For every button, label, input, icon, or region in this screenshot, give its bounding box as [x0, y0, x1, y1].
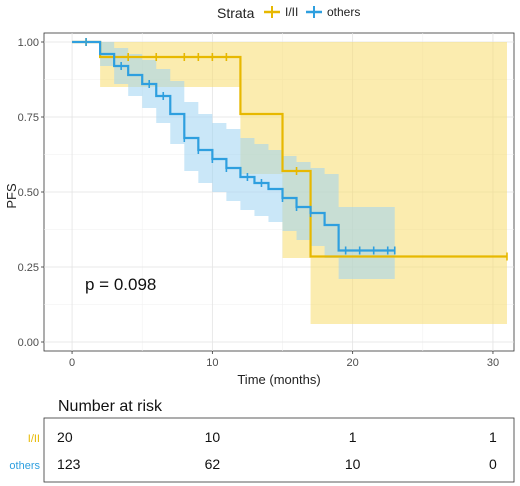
- y-tick-label: 0.25: [18, 262, 39, 274]
- axis-ticks: 0.00 0.25 0.50 0.75 1.00 0 10 20 30: [18, 37, 500, 369]
- censor-marks: [85, 38, 508, 261]
- risk-cell: 62: [205, 456, 221, 472]
- x-tick-label: 20: [347, 357, 359, 369]
- x-tick-label: 0: [69, 357, 75, 369]
- x-axis-title: Time (months): [237, 372, 320, 387]
- legend-key-i-ii: [264, 6, 280, 18]
- survival-curve-others: [72, 40, 395, 252]
- y-tick-label: 1.00: [18, 37, 39, 49]
- risk-cell: 0: [489, 456, 497, 472]
- risk-cell: 1: [489, 429, 497, 445]
- y-tick-label: 0.50: [18, 187, 39, 199]
- legend-label-i-ii: I/II: [285, 5, 298, 19]
- risk-cell: 1: [349, 429, 357, 445]
- confidence-bands: [72, 42, 507, 324]
- ci-band-others: [72, 42, 395, 279]
- x-tick-label: 30: [487, 357, 499, 369]
- risk-table-title: Number at risk: [58, 398, 163, 415]
- legend-label-others: others: [327, 5, 360, 19]
- y-tick-label: 0.00: [18, 337, 39, 349]
- legend-key-others: [306, 6, 322, 18]
- p-value-annotation: p = 0.098: [85, 275, 156, 294]
- risk-cell: 10: [205, 429, 221, 445]
- risk-cell: 20: [57, 429, 73, 445]
- x-tick-label: 10: [206, 357, 218, 369]
- y-tick-label: 0.75: [18, 112, 39, 124]
- risk-table-panel: [43, 417, 515, 483]
- risk-cell: 123: [57, 456, 81, 472]
- risk-row-label: others: [9, 460, 40, 472]
- risk-row-label: I/II: [28, 433, 40, 445]
- risk-table: I/II 20 10 1 1 others 123 62 10 0: [9, 429, 497, 472]
- y-axis-title: PFS: [4, 183, 19, 209]
- legend-title: Strata: [217, 5, 255, 21]
- legend: Strata I/II others: [217, 5, 360, 21]
- risk-cell: 10: [345, 456, 361, 472]
